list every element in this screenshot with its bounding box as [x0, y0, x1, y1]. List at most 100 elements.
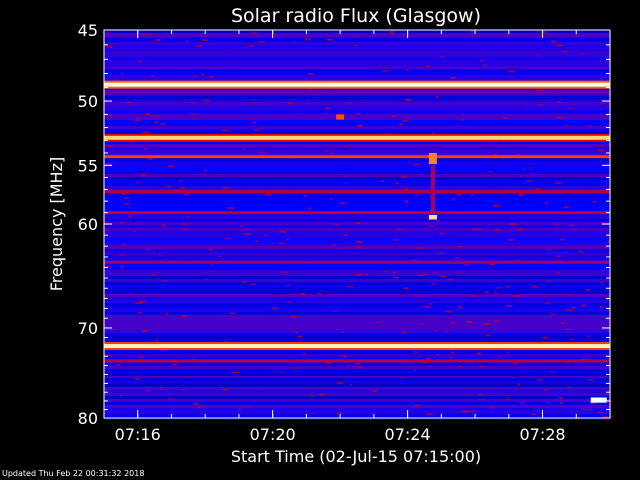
noise-speck	[178, 179, 183, 182]
noise-speck	[432, 271, 438, 274]
noise-speck	[554, 255, 562, 258]
noise-speck	[472, 228, 478, 231]
noise-speck	[438, 251, 443, 254]
updated-timestamp: Updated Thu Feb 22 00:31:32 2018	[2, 469, 145, 478]
noise-speck	[208, 248, 214, 251]
plot-area	[103, 29, 613, 420]
noise-speck	[600, 108, 603, 111]
noise-speck	[559, 402, 563, 405]
noise-speck	[299, 293, 306, 296]
emission-band	[104, 372, 610, 376]
noise-speck	[383, 69, 388, 72]
noise-speck	[607, 44, 610, 47]
noise-row	[104, 405, 610, 408]
noise-speck	[535, 188, 540, 191]
noise-row	[104, 282, 610, 285]
noise-speck	[427, 302, 433, 305]
noise-speck	[104, 354, 112, 357]
noise-speck	[461, 119, 464, 122]
noise-row	[104, 270, 610, 273]
noise-speck	[487, 170, 493, 173]
noise-row	[104, 174, 610, 177]
noise-speck	[250, 31, 258, 34]
emission-band	[104, 344, 610, 349]
noise-row	[104, 225, 610, 228]
noise-speck	[449, 321, 456, 324]
noise-row	[104, 387, 610, 390]
noise-speck	[450, 76, 456, 79]
noise-speck	[286, 283, 291, 286]
noise-speck	[483, 323, 491, 326]
noise-speck	[402, 119, 409, 122]
noise-speck	[590, 402, 597, 405]
emission-band	[104, 47, 610, 51]
noise-speck	[466, 321, 472, 324]
y-tick-label: 70	[78, 319, 98, 338]
noise-speck	[399, 123, 404, 126]
noise-speck	[414, 404, 421, 407]
noise-speck	[126, 101, 132, 104]
noise-speck	[278, 186, 282, 189]
noise-speck	[606, 59, 611, 62]
noise-row	[104, 216, 610, 219]
noise-speck	[379, 180, 385, 183]
noise-row	[104, 288, 610, 291]
noise-speck	[164, 312, 169, 315]
noise-speck	[390, 114, 397, 117]
noise-speck	[119, 254, 125, 257]
noise-speck	[556, 100, 562, 103]
noise-row	[104, 384, 610, 387]
x-axis-label: Start Time (02-Jul-15 07:15:00)	[231, 447, 481, 466]
noise-speck	[259, 387, 262, 390]
noise-row	[104, 324, 610, 327]
noise-row	[104, 36, 610, 39]
noise-speck	[529, 167, 532, 170]
noise-speck	[508, 238, 515, 241]
noise-speck	[339, 30, 343, 33]
noise-speck	[116, 363, 121, 366]
noise-speck	[556, 116, 563, 119]
noise-speck	[544, 302, 551, 305]
noise-speck	[147, 158, 153, 161]
noise-speck	[581, 408, 588, 411]
noise-speck	[494, 229, 500, 232]
noise-speck	[325, 361, 332, 364]
noise-speck	[485, 334, 490, 337]
noise-speck	[556, 271, 560, 274]
noise-speck	[239, 225, 245, 228]
noise-row	[104, 276, 610, 279]
noise-speck	[598, 149, 604, 152]
noise-speck	[602, 415, 608, 418]
noise-speck	[104, 265, 110, 268]
noise-row	[104, 318, 610, 321]
noise-speck	[161, 224, 166, 227]
noise-speck	[440, 275, 447, 278]
noise-speck	[564, 206, 569, 209]
noise-speck	[171, 363, 178, 366]
noise-speck	[248, 44, 253, 47]
noise-speck	[508, 70, 515, 73]
noise-row	[104, 42, 610, 45]
noise-speck	[119, 221, 124, 224]
noise-speck	[339, 202, 347, 205]
noise-speck	[287, 301, 291, 304]
noise-speck	[242, 147, 246, 150]
noise-speck	[319, 393, 325, 396]
noise-speck	[243, 405, 251, 408]
noise-speck	[403, 187, 409, 190]
noise-speck	[470, 194, 474, 197]
noise-speck	[308, 207, 311, 210]
noise-speck	[596, 411, 604, 414]
noise-row	[104, 402, 610, 405]
noise-speck	[395, 182, 399, 185]
noise-speck	[544, 201, 549, 204]
noise-row	[104, 201, 610, 204]
noise-row	[104, 375, 610, 378]
noise-row	[104, 207, 610, 210]
emission-band	[104, 82, 610, 87]
noise-row	[104, 414, 610, 417]
noise-row	[104, 63, 610, 66]
noise-speck	[293, 41, 296, 44]
noise-speck	[222, 129, 229, 132]
noise-row	[104, 231, 610, 234]
